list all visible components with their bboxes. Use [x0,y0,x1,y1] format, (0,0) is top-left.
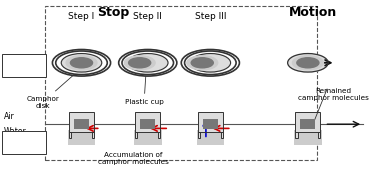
Bar [135,132,138,138]
Circle shape [66,56,97,70]
FancyBboxPatch shape [2,131,46,154]
Circle shape [297,58,319,68]
Circle shape [129,58,151,68]
Bar [301,119,315,129]
Bar [318,132,321,138]
Circle shape [190,54,231,72]
Bar [198,112,223,132]
Bar [295,112,321,132]
Bar [135,132,138,138]
Bar [203,119,218,129]
Circle shape [70,58,93,68]
Text: Motion: Motion [289,6,338,19]
Circle shape [61,54,102,72]
Bar [69,112,94,132]
Bar [318,132,321,138]
Text: Top view: Top view [8,61,40,70]
Bar [74,119,89,129]
Bar [158,132,160,138]
Bar [197,130,224,145]
Bar [134,130,161,145]
Bar [221,132,223,138]
Bar [221,132,223,138]
FancyBboxPatch shape [2,54,46,77]
Bar [69,132,71,138]
Text: Accumulation of
camphor molecules: Accumulation of camphor molecules [98,152,169,165]
Text: Remained
camphor molecules: Remained camphor molecules [298,88,369,101]
Text: Side view: Side view [6,138,42,147]
Circle shape [191,58,213,68]
Text: Stop: Stop [97,6,129,19]
Circle shape [187,56,218,70]
Text: Water: Water [3,127,26,136]
Bar [92,132,94,138]
Circle shape [181,49,239,76]
Text: Plastic cup: Plastic cup [125,76,164,105]
Bar [295,132,297,138]
Text: Air: Air [3,112,14,121]
Bar [198,132,200,138]
Bar [198,112,223,132]
Circle shape [124,56,155,70]
Bar [92,132,94,138]
Circle shape [119,49,177,76]
Bar [135,112,160,132]
Text: Camphor
disk: Camphor disk [26,75,74,109]
Text: Step III: Step III [195,12,226,21]
Bar [135,112,160,132]
Bar [69,112,94,132]
Circle shape [127,54,168,72]
Bar [295,112,321,132]
Text: Step I: Step I [68,12,94,21]
Circle shape [53,49,111,76]
Circle shape [288,54,328,72]
Text: Step II: Step II [133,12,162,21]
Bar [140,119,155,129]
Bar [68,130,95,145]
Bar [198,132,200,138]
Bar [69,132,71,138]
Circle shape [293,56,323,70]
Bar [295,132,297,138]
Bar [158,132,160,138]
Bar [294,130,322,145]
